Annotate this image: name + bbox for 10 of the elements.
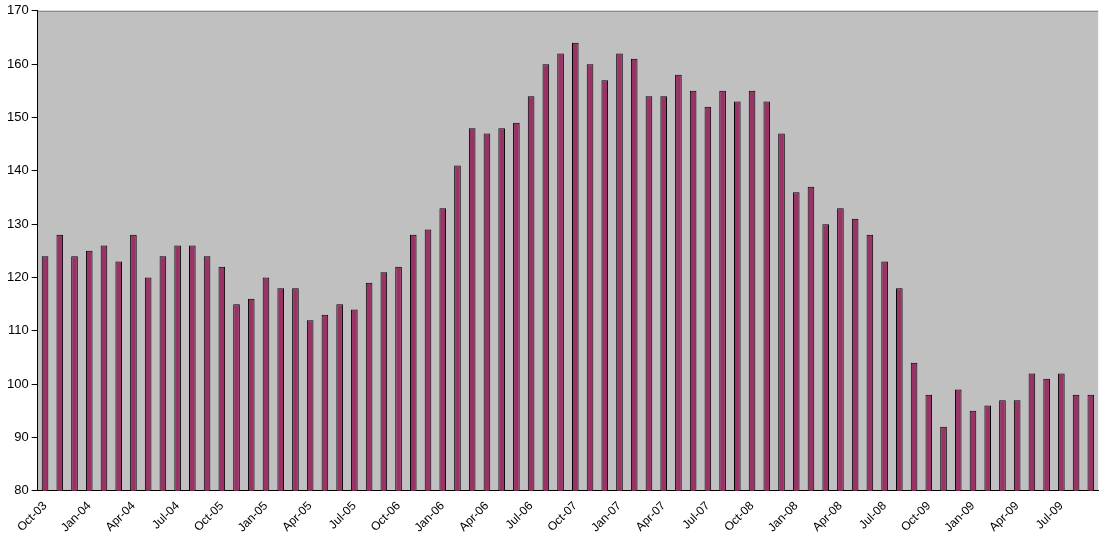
- y-tick-label: 150: [6, 109, 29, 125]
- y-tick-label: 130: [6, 215, 29, 231]
- y-tick-label: 170: [6, 2, 29, 18]
- y-tick-label: 120: [6, 269, 29, 285]
- y-tick-label: 90: [14, 429, 29, 445]
- y-tick-label: 140: [6, 162, 29, 178]
- y-tick-label: 80: [14, 482, 29, 498]
- y-tick-label: 100: [6, 375, 29, 391]
- y-tick-label: 110: [7, 322, 29, 338]
- y-tick-label: 160: [6, 55, 29, 71]
